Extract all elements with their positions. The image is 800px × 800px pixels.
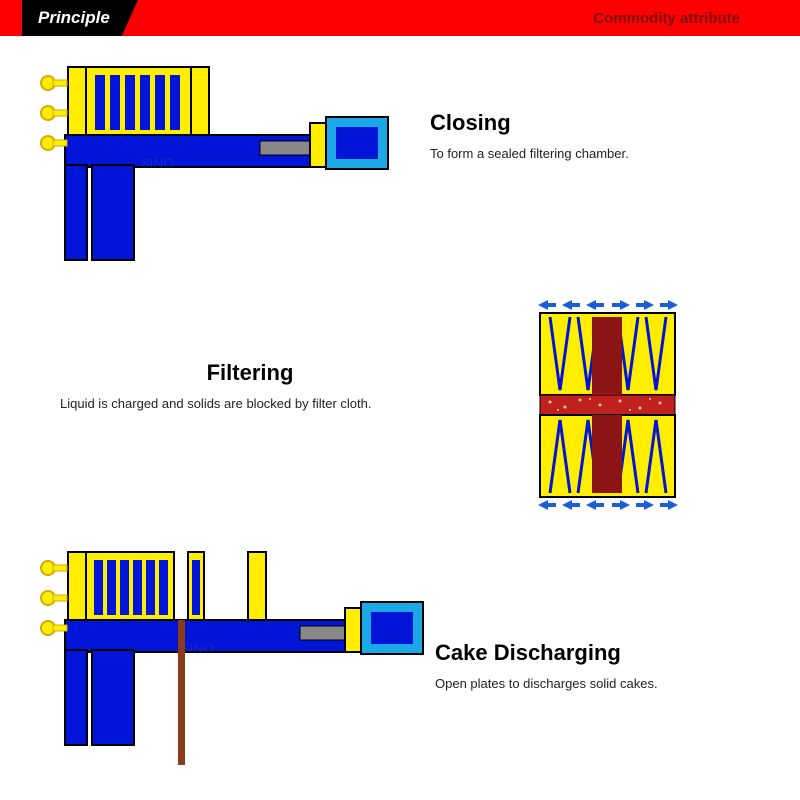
- filtering-label: Filtering Liquid is charged and solids a…: [60, 360, 440, 411]
- closing-title: Closing: [430, 110, 629, 136]
- discharging-title: Cake Discharging: [435, 640, 658, 666]
- closing-label: Closing To form a sealed filtering chamb…: [430, 110, 629, 161]
- filtering-diagram: [530, 295, 690, 520]
- closing-diagram: SINO: [20, 55, 400, 265]
- header-subtitle: Commodity attribute: [593, 10, 740, 27]
- header-tab: Principle: [22, 0, 138, 36]
- filtering-desc: Liquid is charged and solids are blocked…: [60, 396, 440, 411]
- discharging-label: Cake Discharging Open plates to discharg…: [435, 640, 658, 691]
- closing-desc: To form a sealed filtering chamber.: [430, 146, 629, 161]
- filtering-title: Filtering: [60, 360, 440, 386]
- header-banner: Principle Commodity attribute: [0, 0, 800, 36]
- discharging-desc: Open plates to discharges solid cakes.: [435, 676, 658, 691]
- discharging-diagram: SINO: [20, 540, 440, 790]
